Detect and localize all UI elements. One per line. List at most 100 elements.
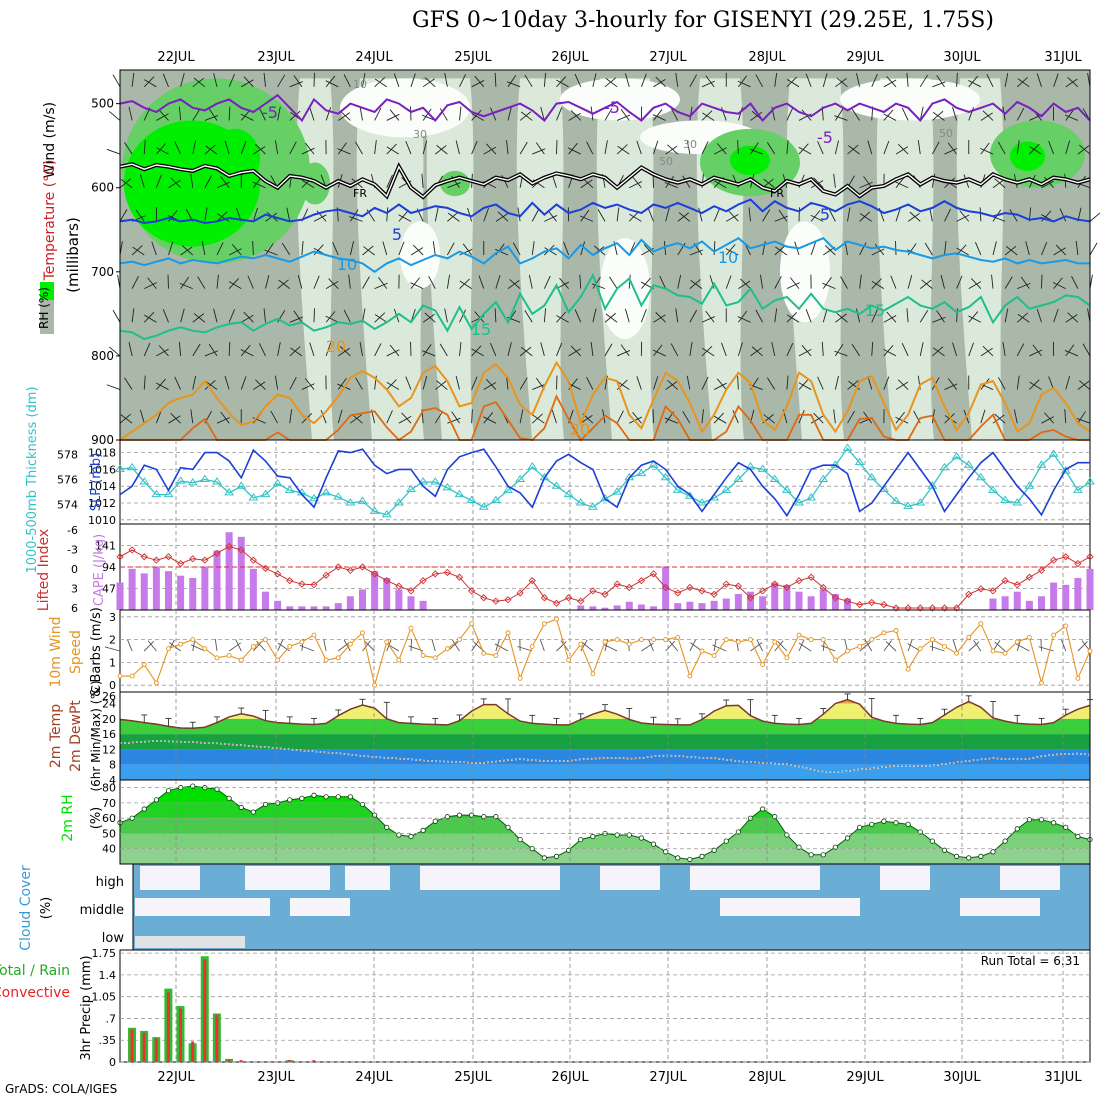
thickness-point: [212, 477, 222, 485]
lifted-index-point: [455, 573, 464, 581]
thickness-point: [866, 472, 877, 481]
cape-bar: [310, 606, 318, 610]
temp-axis-label-2: 2m DewPt: [68, 700, 84, 772]
thickness-point: [975, 472, 986, 481]
wind-barb: [506, 140, 509, 155]
wind-barb-10m: [1038, 646, 1054, 652]
wind-barb: [524, 74, 533, 88]
wind-barb: [834, 343, 844, 357]
wind-barb: [883, 109, 894, 121]
rh-point: [347, 794, 353, 800]
wind-barb: [1077, 145, 1090, 155]
wind-barb: [1053, 277, 1063, 289]
wind-barb: [813, 412, 824, 424]
wind-barb: [665, 381, 678, 390]
wind-barb: [108, 111, 121, 121]
thickness-point: [357, 496, 368, 504]
wind-barb: [702, 112, 715, 121]
lifted-tick-label: 0: [71, 563, 78, 576]
thickness-point: [515, 474, 526, 482]
wind-barb: [386, 113, 400, 121]
cape-bar: [722, 598, 730, 610]
wind-speed-point: [820, 637, 826, 643]
wind-barb: [867, 140, 873, 155]
thickness-point: [1048, 449, 1059, 457]
precip-tick-label: 1.05: [92, 991, 117, 1004]
thickness-tick-label: 578: [57, 448, 78, 461]
cape-bar: [625, 601, 633, 610]
temperature-contour-10: [119, 236, 1090, 274]
wind-barb: [897, 379, 909, 390]
wind-barb: [224, 140, 230, 155]
wind-barb: [162, 309, 169, 323]
lifted-tick-label: -6: [67, 524, 78, 537]
wind-barb: [355, 377, 363, 390]
temperature-contour-5: [119, 198, 1091, 225]
rh-point: [650, 841, 657, 847]
wind-barb: [836, 312, 848, 323]
wind-barb: [447, 182, 461, 189]
temp-band: [120, 699, 1090, 704]
lifted-index-point: [940, 604, 949, 612]
wind-barb: [726, 213, 739, 222]
rh-point: [699, 853, 705, 859]
cape-bar: [383, 577, 391, 610]
cape-bar: [795, 591, 803, 610]
wind-barb: [447, 417, 461, 424]
wind-speed-point: [881, 630, 887, 636]
wind-barb: [155, 409, 162, 424]
wind-barb-10m: [494, 643, 509, 652]
wind-barb: [348, 274, 351, 289]
top-day-label: 27JUL: [649, 50, 687, 65]
wind-barb: [274, 140, 279, 155]
wind-barb: [135, 209, 145, 222]
thickness-point: [575, 498, 586, 506]
wind-barb: [798, 348, 812, 357]
wind-barb: [932, 111, 945, 121]
rh-point: [990, 849, 996, 855]
wind-barb: [936, 310, 945, 323]
wind-barb: [471, 376, 478, 390]
temp-tick-label: 4: [109, 774, 116, 787]
wind-barb-10m: [127, 639, 133, 652]
wind-barb: [620, 344, 630, 357]
wind-barb: [616, 207, 620, 222]
wind-barb: [665, 145, 678, 155]
wind-barb: [168, 415, 181, 424]
wind-barb: [382, 241, 388, 256]
wind-barb: [604, 343, 613, 357]
slp-tick-label: 1012: [88, 497, 116, 510]
wind-barb-10m: [883, 640, 892, 652]
top-day-label: 26JUL: [551, 50, 589, 65]
wind-barb: [363, 246, 375, 256]
wind-barb: [982, 110, 994, 121]
wind-barb: [192, 375, 197, 390]
wind-barb: [263, 72, 266, 87]
wind-barb: [775, 246, 788, 256]
thickness-point: [503, 485, 513, 493]
wind-barb: [197, 276, 206, 289]
wind-barb: [131, 275, 139, 289]
wind-speed-point: [929, 637, 935, 643]
lifted-index-point: [383, 577, 391, 585]
rh-point: [784, 832, 790, 838]
rh-point: [420, 827, 426, 834]
lifted-index-point: [831, 594, 840, 602]
cape-bar: [395, 589, 403, 610]
wind-barb: [810, 214, 824, 222]
wind-barb: [240, 349, 254, 357]
wind-barb: [652, 114, 666, 121]
cape-bar: [201, 566, 209, 610]
wind-speed-point: [408, 625, 414, 631]
thickness-point: [406, 484, 416, 493]
wind-barb: [705, 75, 715, 88]
wind-barb-10m: [256, 640, 266, 652]
rh-band: [120, 848, 1090, 864]
thickness-tick-label: 576: [57, 473, 78, 486]
lifted-index-point: [492, 597, 500, 605]
wind-barb: [895, 181, 909, 189]
wind-barb: [374, 314, 388, 323]
cape-bar: [298, 606, 306, 610]
lifted-index-point: [795, 577, 803, 585]
wind-tick-label: 0: [109, 679, 116, 692]
